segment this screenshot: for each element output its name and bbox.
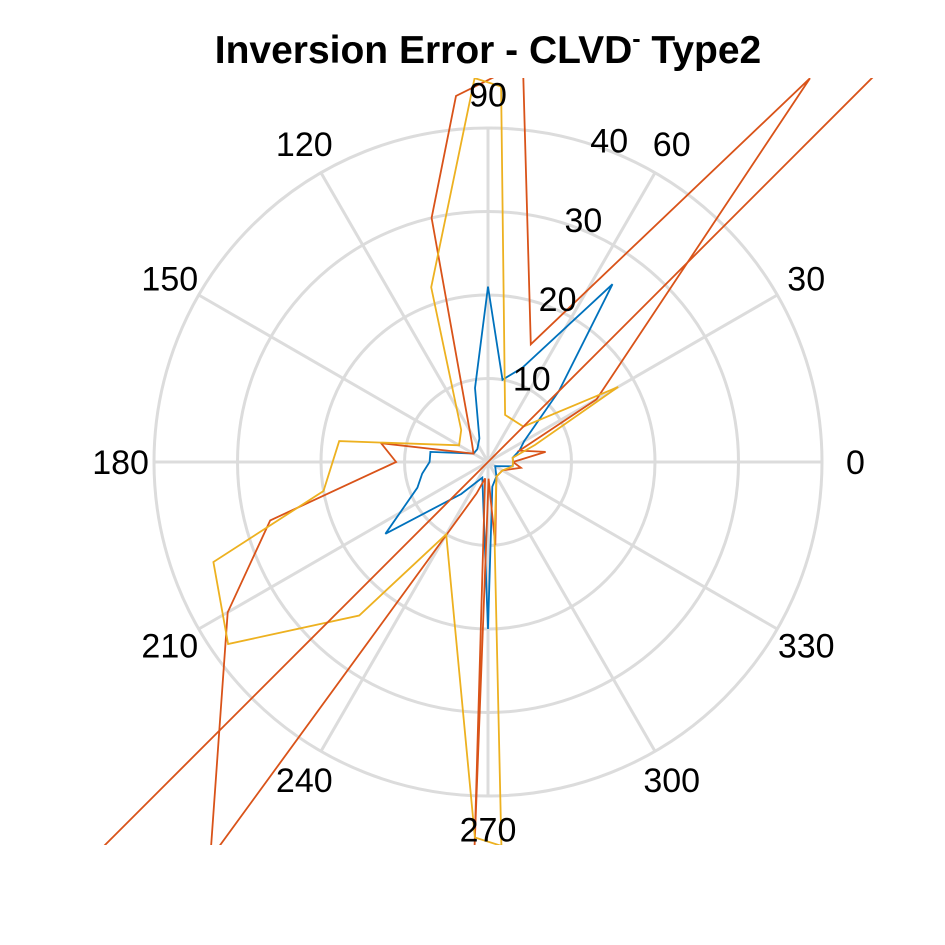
theta-tick-label: 60 — [653, 126, 691, 164]
theta-grid-line — [487, 293, 779, 464]
series-line-4 — [103, 78, 874, 845]
tick-labels: 0 30 60 90 120 150 180 210 240 270 300 330 10 20 30 40 — [92, 77, 865, 850]
r-tick-label: 30 — [564, 202, 602, 240]
theta-grid-line — [486, 171, 657, 463]
polar-grid — [152, 126, 824, 798]
theta-tick-label: 90 — [469, 77, 507, 115]
theta-tick-label: 120 — [276, 126, 333, 164]
chart-title-suffix: Type2 — [641, 29, 762, 72]
theta-tick-label: 270 — [460, 811, 517, 849]
theta-tick-label: 330 — [778, 628, 835, 666]
theta-tick-label: 150 — [141, 260, 198, 298]
theta-grid-line — [197, 293, 489, 464]
r-tick-label: 10 — [513, 361, 551, 399]
series-line-3 — [212, 78, 619, 845]
theta-tick-label: 0 — [846, 444, 865, 482]
theta-grid-line — [197, 460, 489, 631]
theta-grid-line — [319, 171, 490, 463]
theta-tick-label: 30 — [787, 260, 825, 298]
chart-title: Inversion Error - CLVD- Type2 — [215, 25, 762, 72]
theta-grid-line — [487, 460, 779, 631]
theta-grid-line — [319, 461, 490, 753]
theta-tick-label: 240 — [276, 762, 333, 800]
chart-title-superscript: - — [632, 25, 640, 53]
r-tick-label: 40 — [590, 122, 628, 160]
theta-tick-label: 210 — [141, 628, 198, 666]
chart-title-main: Inversion Error - CLVD — [215, 29, 633, 72]
r-tick-label: 20 — [539, 281, 577, 319]
theta-tick-label: 300 — [643, 762, 700, 800]
theta-tick-label: 180 — [92, 444, 149, 482]
plot-area — [103, 78, 874, 845]
theta-grid-line — [486, 461, 657, 753]
